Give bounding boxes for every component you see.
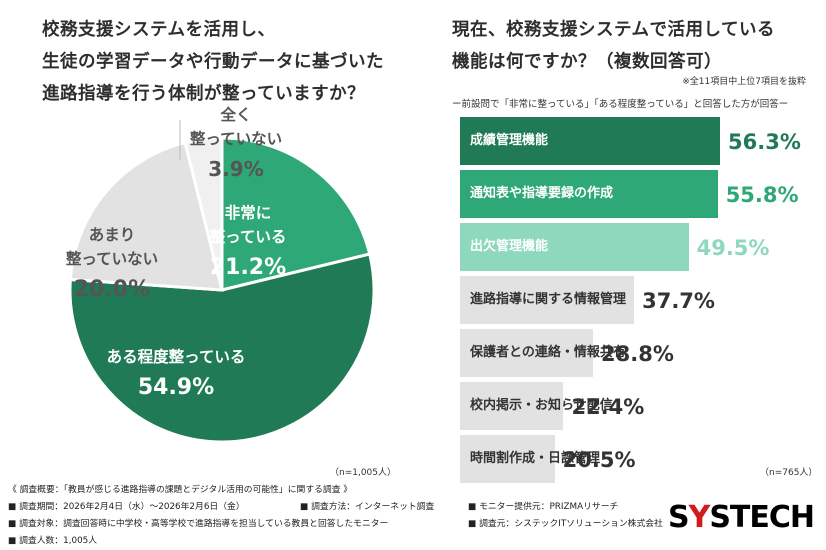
bar-value-6: 20.5% [562, 448, 636, 472]
bar-value-3: 37.7% [642, 289, 715, 313]
bar-2 [460, 223, 689, 271]
bar-value-2: 49.5% [696, 236, 770, 260]
bar-row-2: 出欠管理機能 49.5% [460, 223, 820, 271]
right-sample-size: （n=765人） [760, 468, 818, 478]
bar-row-6: 時間割作成・日課管理 20.5% [460, 435, 820, 483]
pie-label-2-1: 整っていない [65, 249, 158, 268]
bar-row-0: 成績管理機能 56.3% [460, 117, 820, 165]
pie-label-3-0: 全く [219, 105, 251, 124]
survey-count: ■ 調査人数：1,005人 [8, 536, 98, 546]
pie-label-1-0: ある程度整っている [107, 347, 246, 366]
systech-logo: SYSTECH [667, 500, 815, 535]
pie-value-3: 3.9% [208, 157, 263, 181]
pie-label-0-0: 非常に [225, 203, 272, 222]
right-note: ※全11項目中上位7項目を抜粋 [682, 77, 806, 87]
pie-value-2: 20.0% [74, 277, 150, 302]
bar-label-0: 成績管理機能 [470, 133, 549, 148]
survey-period: ■ 調査期間：2026年2月4日（水）～2026年2月6日（金） [8, 502, 245, 512]
bar-row-5: 校内掲示・お知らせ配信 22.4% [460, 382, 820, 430]
bar-label-6: 時間割作成・日課管理 [470, 451, 601, 466]
right-title-line-1: 現在、校務支援システムで活用している [452, 20, 775, 40]
bar-value-0: 56.3% [728, 130, 801, 154]
left-sample-size: （n=1,005人） [330, 468, 397, 478]
bar-4 [460, 329, 593, 377]
left-title-line-1: 校務支援システムを活用し、 [42, 20, 276, 40]
bar-label-2: 出欠管理機能 [470, 239, 549, 254]
bar-value-4: 28.8% [601, 342, 674, 366]
bar-3 [460, 276, 635, 324]
right-question-title: 現在、校務支援システムで活用している 機能は何ですか？（複数回答可） [452, 14, 812, 78]
bar-row-3: 進路指導に関する情報管理 37.7% [460, 276, 820, 324]
bar-label-5: 校内掲示・お知らせ配信 [470, 398, 613, 413]
bar-0 [460, 117, 720, 165]
survey-provider: ■ モニター提供元：PRIZMAリサーチ [468, 502, 619, 512]
survey-organizer: ■ 調査元：システックITソリューション株式会社 [468, 519, 663, 529]
bar-value-1: 55.8% [725, 183, 799, 207]
survey-method: ■ 調査方法：インターネット調査 [300, 502, 435, 512]
left-title-line-2: 生徒の学習データや行動データに基づいた [42, 52, 384, 72]
bar-row-4: 保護者との連絡・情報共有 28.8% [460, 329, 820, 377]
left-question-title: 校務支援システムを活用し、 生徒の学習データや行動データに基づいた 進路指導を行… [42, 14, 422, 110]
survey-overview: 《 調査概要：「教員が感じる進路指導の課題とデジタル活用の可能性」に関する調査 … [8, 485, 353, 495]
bar-value-5: 22.4% [571, 395, 645, 419]
survey-target: ■ 調査対象：調査回答時に中学校・高等学校で進路指導を担当している教員と回答した… [8, 519, 389, 529]
bar-5 [460, 382, 564, 430]
pie-label-2-0: あまり [89, 226, 136, 244]
bar-label-1: 通知表や指導要録の作成 [470, 186, 614, 201]
pie-label-3-1: 整っていない [189, 129, 282, 148]
pie-slice-1 [68, 252, 376, 444]
pie-slice-0 [220, 136, 372, 292]
bar-row-1: 通知表や指導要録の作成 55.8% [460, 170, 820, 218]
pie-chart: 非常に整っている21.2%ある程度整っている54.9%あまり整っていない20.0… [65, 105, 376, 444]
survey-footer: 《 調査概要：「教員が感じる進路指導の課題とデジタル活用の可能性」に関する調査 … [8, 482, 708, 550]
pie-slice-3 [183, 136, 224, 291]
left-title-line-3: 進路指導を行う体制が整っていますか？ [42, 84, 366, 104]
pie-slice-2 [68, 140, 224, 292]
pie-value-1: 54.9% [138, 375, 214, 400]
pie-value-0: 21.2% [210, 255, 286, 280]
bar-label-4: 保護者との連絡・情報共有 [470, 345, 626, 360]
bar-label-3: 進路指導に関する情報管理 [470, 292, 627, 307]
bar-6 [460, 435, 555, 483]
right-subtitle: ー前設問で「非常に整っている」「ある程度整っている」と回答した方が回答ー [452, 99, 789, 110]
right-title-line-2: 機能は何ですか？（複数回答可） [452, 52, 722, 72]
pie-label-0-1: 整っている [209, 227, 287, 246]
bar-1 [460, 170, 718, 218]
